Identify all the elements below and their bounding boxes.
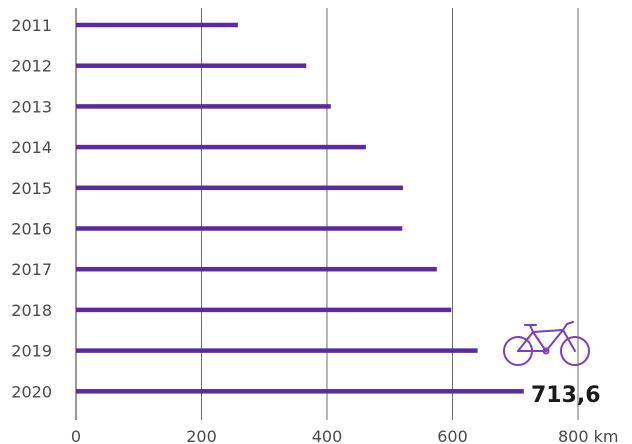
category-label-2018: 2018 <box>11 301 52 320</box>
bicycle-icon <box>503 321 590 366</box>
x-tick-label-200: 200 <box>186 427 217 444</box>
bar-2012 <box>76 63 307 68</box>
category-label-2019: 2019 <box>11 342 52 361</box>
category-label-2017: 2017 <box>11 260 52 279</box>
bar-2016 <box>76 226 403 231</box>
bar-2020 <box>76 389 524 394</box>
category-label-2014: 2014 <box>11 138 52 157</box>
bar-2011 <box>76 22 238 28</box>
highlight-value-label: 713,6 <box>531 383 601 408</box>
x-tick-label-800: 800 km <box>558 427 618 444</box>
bar-2017 <box>76 266 437 272</box>
x-tick-label-600: 600 <box>437 427 468 444</box>
gridlines <box>75 8 579 420</box>
category-label-2011: 2011 <box>11 16 52 35</box>
bar-2018 <box>76 307 452 313</box>
category-label-2016: 2016 <box>11 220 52 239</box>
bars <box>76 22 524 394</box>
bar-2013 <box>76 104 331 109</box>
category-labels: 2011 2012 2013 2014 2015 2016 2017 2018 2019 2020 <box>11 16 52 401</box>
x-axis-tick-labels: 0 200 400 600 800 km <box>71 427 619 444</box>
category-label-2013: 2013 <box>11 97 52 116</box>
x-tick-label-400: 400 <box>312 427 343 444</box>
bar-2015 <box>76 185 403 191</box>
bar-2019 <box>76 348 478 353</box>
category-label-2020: 2020 <box>11 382 52 401</box>
category-label-2015: 2015 <box>11 179 52 198</box>
bar-2014 <box>76 144 366 150</box>
x-tick-label-0: 0 <box>71 427 81 444</box>
category-label-2012: 2012 <box>11 57 52 76</box>
